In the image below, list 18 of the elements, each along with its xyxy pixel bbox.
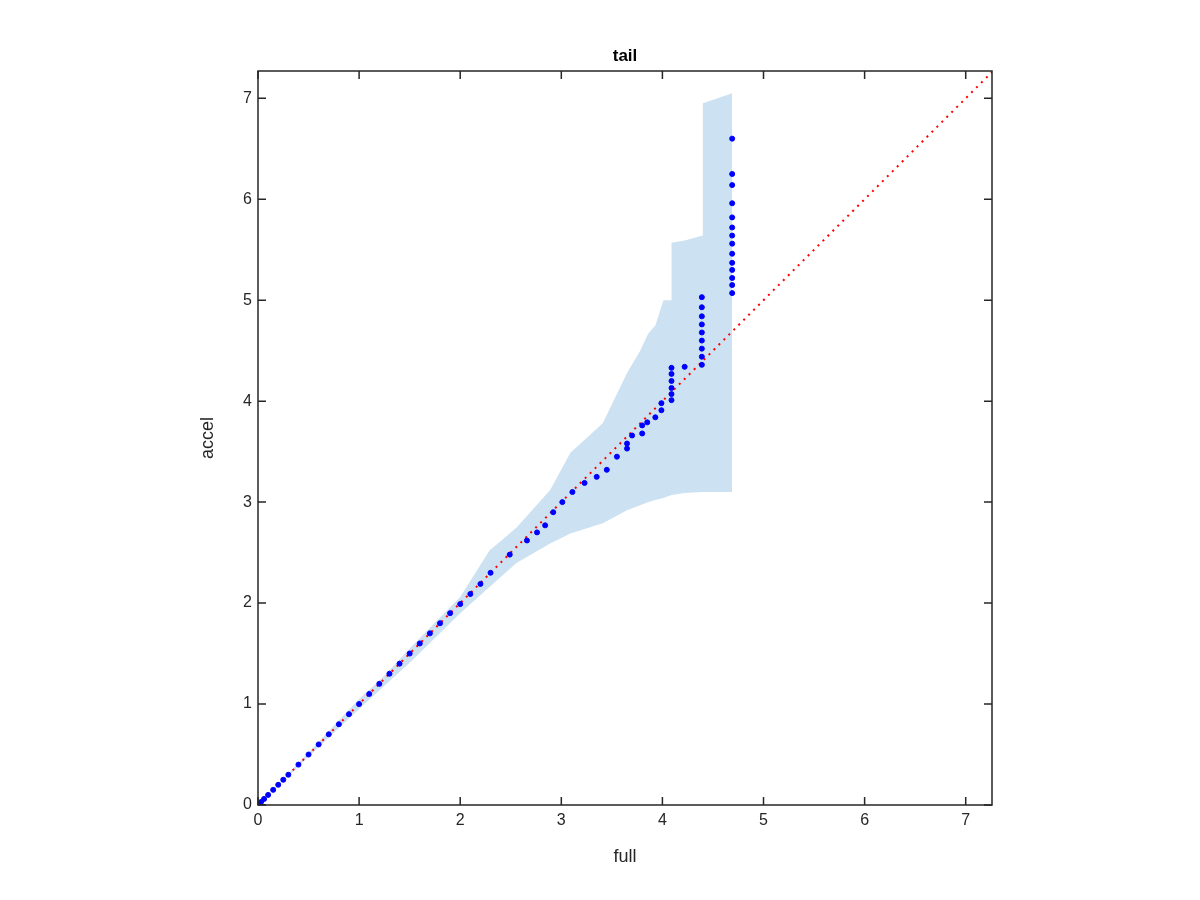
y-tick-label: 6 — [243, 189, 253, 207]
x-tick-label: 4 — [657, 811, 667, 829]
chart-title: tail — [612, 46, 638, 66]
x-tick-label: 6 — [860, 811, 870, 829]
y-tick-label: 7 — [243, 88, 253, 106]
x-tick-label: 3 — [556, 811, 566, 829]
y-tick-label: 4 — [243, 391, 253, 409]
y-tick-label: 0 — [243, 795, 253, 813]
y-axis-title: accel — [196, 416, 217, 460]
y-tick-label: 5 — [243, 290, 253, 308]
x-tick-label: 7 — [961, 811, 971, 829]
y-tick-label: 2 — [243, 593, 253, 611]
x-tick-label: 5 — [759, 811, 769, 829]
x-tick-label: 2 — [455, 811, 465, 829]
x-tick-label: 1 — [354, 811, 364, 829]
x-axis-title: full — [613, 846, 637, 867]
y-tick-label: 1 — [243, 694, 253, 712]
y-tick-label: 3 — [243, 492, 253, 510]
